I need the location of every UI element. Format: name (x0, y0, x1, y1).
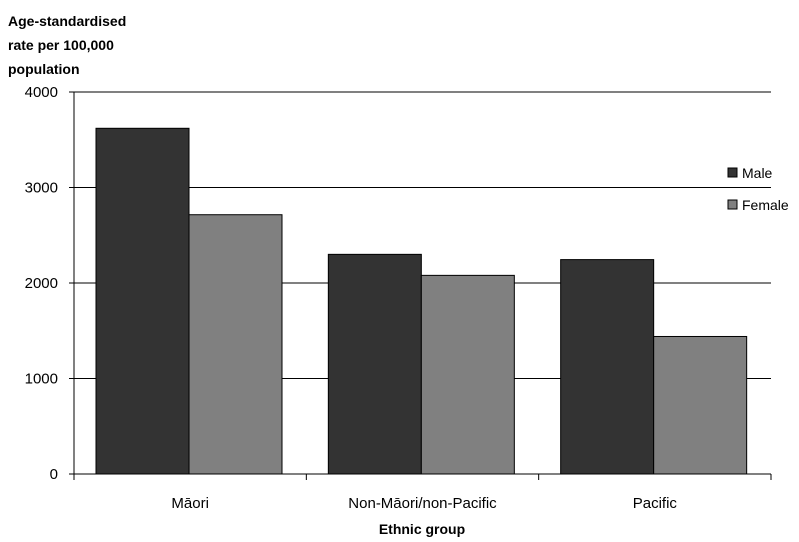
bar-female-0 (188, 214, 283, 475)
legend-female-swatch (727, 199, 738, 210)
y-axis-ticks: 0 1000 2000 3000 4000 (25, 84, 74, 483)
legend-female-label: Female (742, 197, 789, 213)
y-tick-label-3000: 3000 (25, 180, 58, 197)
y-tick-label-2000: 2000 (25, 275, 58, 292)
y-axis-label-line-3: population (8, 61, 80, 77)
bar-male-0 (95, 127, 190, 475)
bar-male-2 (560, 259, 655, 475)
bars (95, 127, 748, 475)
axes (73, 92, 771, 475)
x-axis-ticks: Māori Non-Māori/non-Pacific Pacific (73, 474, 772, 512)
legend-male-swatch (727, 167, 738, 178)
legend: Male Female (727, 165, 789, 213)
y-axis-label-line-2: rate per 100,000 (8, 37, 114, 53)
x-tick-label-0: Māori (171, 495, 209, 512)
y-tick-label-0: 0 (50, 466, 58, 483)
x-axis-label: Ethnic group (379, 521, 465, 537)
legend-male-label: Male (742, 165, 773, 181)
bar-female-1 (420, 274, 515, 475)
bar-male-1 (327, 253, 422, 475)
y-tick-label-4000: 4000 (25, 84, 58, 101)
y-tick-label-1000: 1000 (25, 371, 58, 388)
bar-female-2 (653, 335, 748, 475)
x-tick-label-2: Pacific (633, 495, 678, 512)
y-axis-label-line-1: Age-standardised (8, 13, 126, 29)
x-tick-label-1: Non-Māori/non-Pacific (348, 495, 497, 512)
